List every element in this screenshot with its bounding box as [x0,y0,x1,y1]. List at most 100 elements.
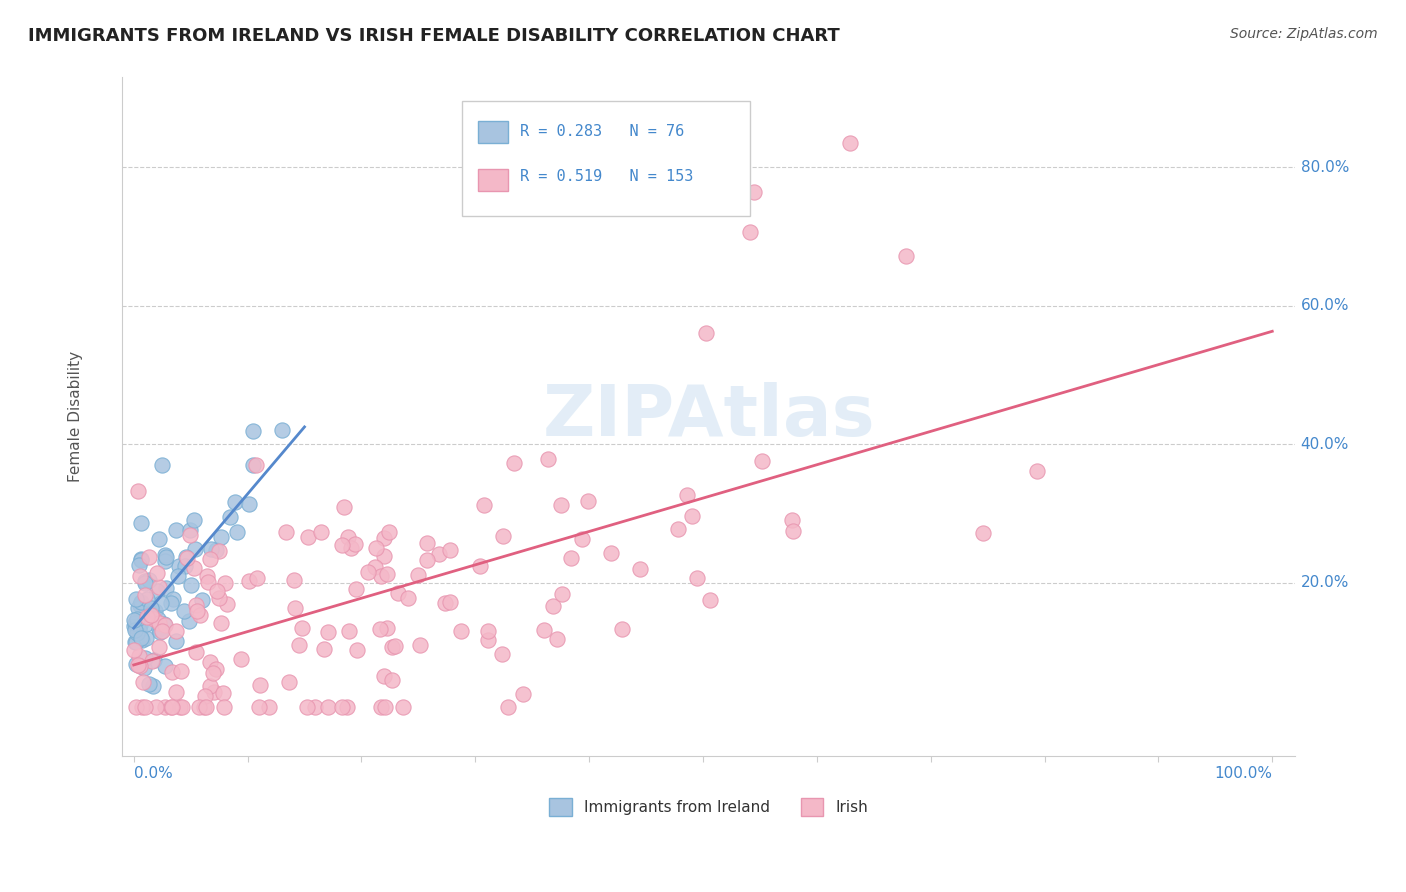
Point [125,611,148,625]
Point [381,673,404,687]
Point [149,624,172,639]
Point [209,530,232,544]
Point [124,634,146,648]
Point [610,622,633,636]
Point [344,582,367,596]
Point [366,541,388,555]
Point [681,508,703,523]
Point [416,535,439,549]
Point [127,484,149,499]
Point [139,608,162,623]
Point [136,592,159,607]
Point [373,549,395,563]
Point [477,633,499,648]
Point [450,624,472,639]
Point [184,645,207,659]
Point [214,576,236,591]
Point [162,592,184,607]
Point [153,658,176,673]
Point [316,700,339,714]
Point [153,616,176,631]
Point [225,524,247,539]
Point [202,685,225,699]
Point [160,700,183,714]
Text: Female Disability: Female Disability [67,351,83,482]
Point [312,642,335,657]
Point [128,618,150,632]
Point [129,516,152,530]
Point [370,568,392,582]
Point [183,512,205,526]
Point [148,615,170,630]
Point [155,549,177,564]
Point [186,604,208,618]
Point [129,596,152,610]
Point [128,568,150,582]
Point [416,553,439,567]
Point [297,700,319,714]
Point [138,573,160,587]
Point [193,700,215,714]
Point [131,675,153,690]
Point [259,700,281,714]
Point [336,700,359,714]
Point [384,639,406,653]
Point [146,566,169,580]
Point [695,326,717,341]
Point [288,638,311,652]
Point [249,678,271,692]
FancyBboxPatch shape [478,169,508,191]
Point [150,624,173,639]
Point [894,249,917,263]
Point [170,664,193,678]
Point [153,617,176,632]
Point [129,631,152,645]
Point [337,531,360,545]
Point [139,601,162,615]
Point [1025,464,1047,478]
Point [128,649,150,664]
Point [194,689,217,703]
Point [242,425,264,439]
Legend: Immigrants from Ireland, Irish: Immigrants from Ireland, Irish [543,792,875,822]
Point [174,550,197,565]
Point [128,630,150,644]
Point [134,700,156,714]
Point [477,624,499,638]
Point [125,700,148,714]
Point [148,622,170,636]
Point [283,573,305,587]
Point [142,679,165,693]
Point [180,578,202,592]
Point [134,601,156,615]
Text: 80.0%: 80.0% [1301,160,1350,175]
Text: R = 0.283   N = 76: R = 0.283 N = 76 [520,123,685,138]
Point [176,550,198,565]
Point [427,547,450,561]
Point [373,669,395,683]
Point [150,458,173,472]
Point [502,456,524,470]
Point [197,569,219,583]
Point [138,550,160,565]
Text: 100.0%: 100.0% [1215,766,1272,780]
Point [134,575,156,590]
Point [205,583,228,598]
Point [571,533,593,547]
Point [202,665,225,680]
Point [576,494,599,508]
Point [198,552,221,566]
Point [246,571,269,585]
Point [330,538,353,552]
Point [138,677,160,691]
Point [238,497,260,511]
Point [183,541,205,556]
Point [215,598,238,612]
Point [738,225,761,239]
Point [134,588,156,602]
Point [148,640,170,655]
Point [533,623,555,637]
Point [212,686,235,700]
Point [183,561,205,575]
Point [165,685,187,699]
